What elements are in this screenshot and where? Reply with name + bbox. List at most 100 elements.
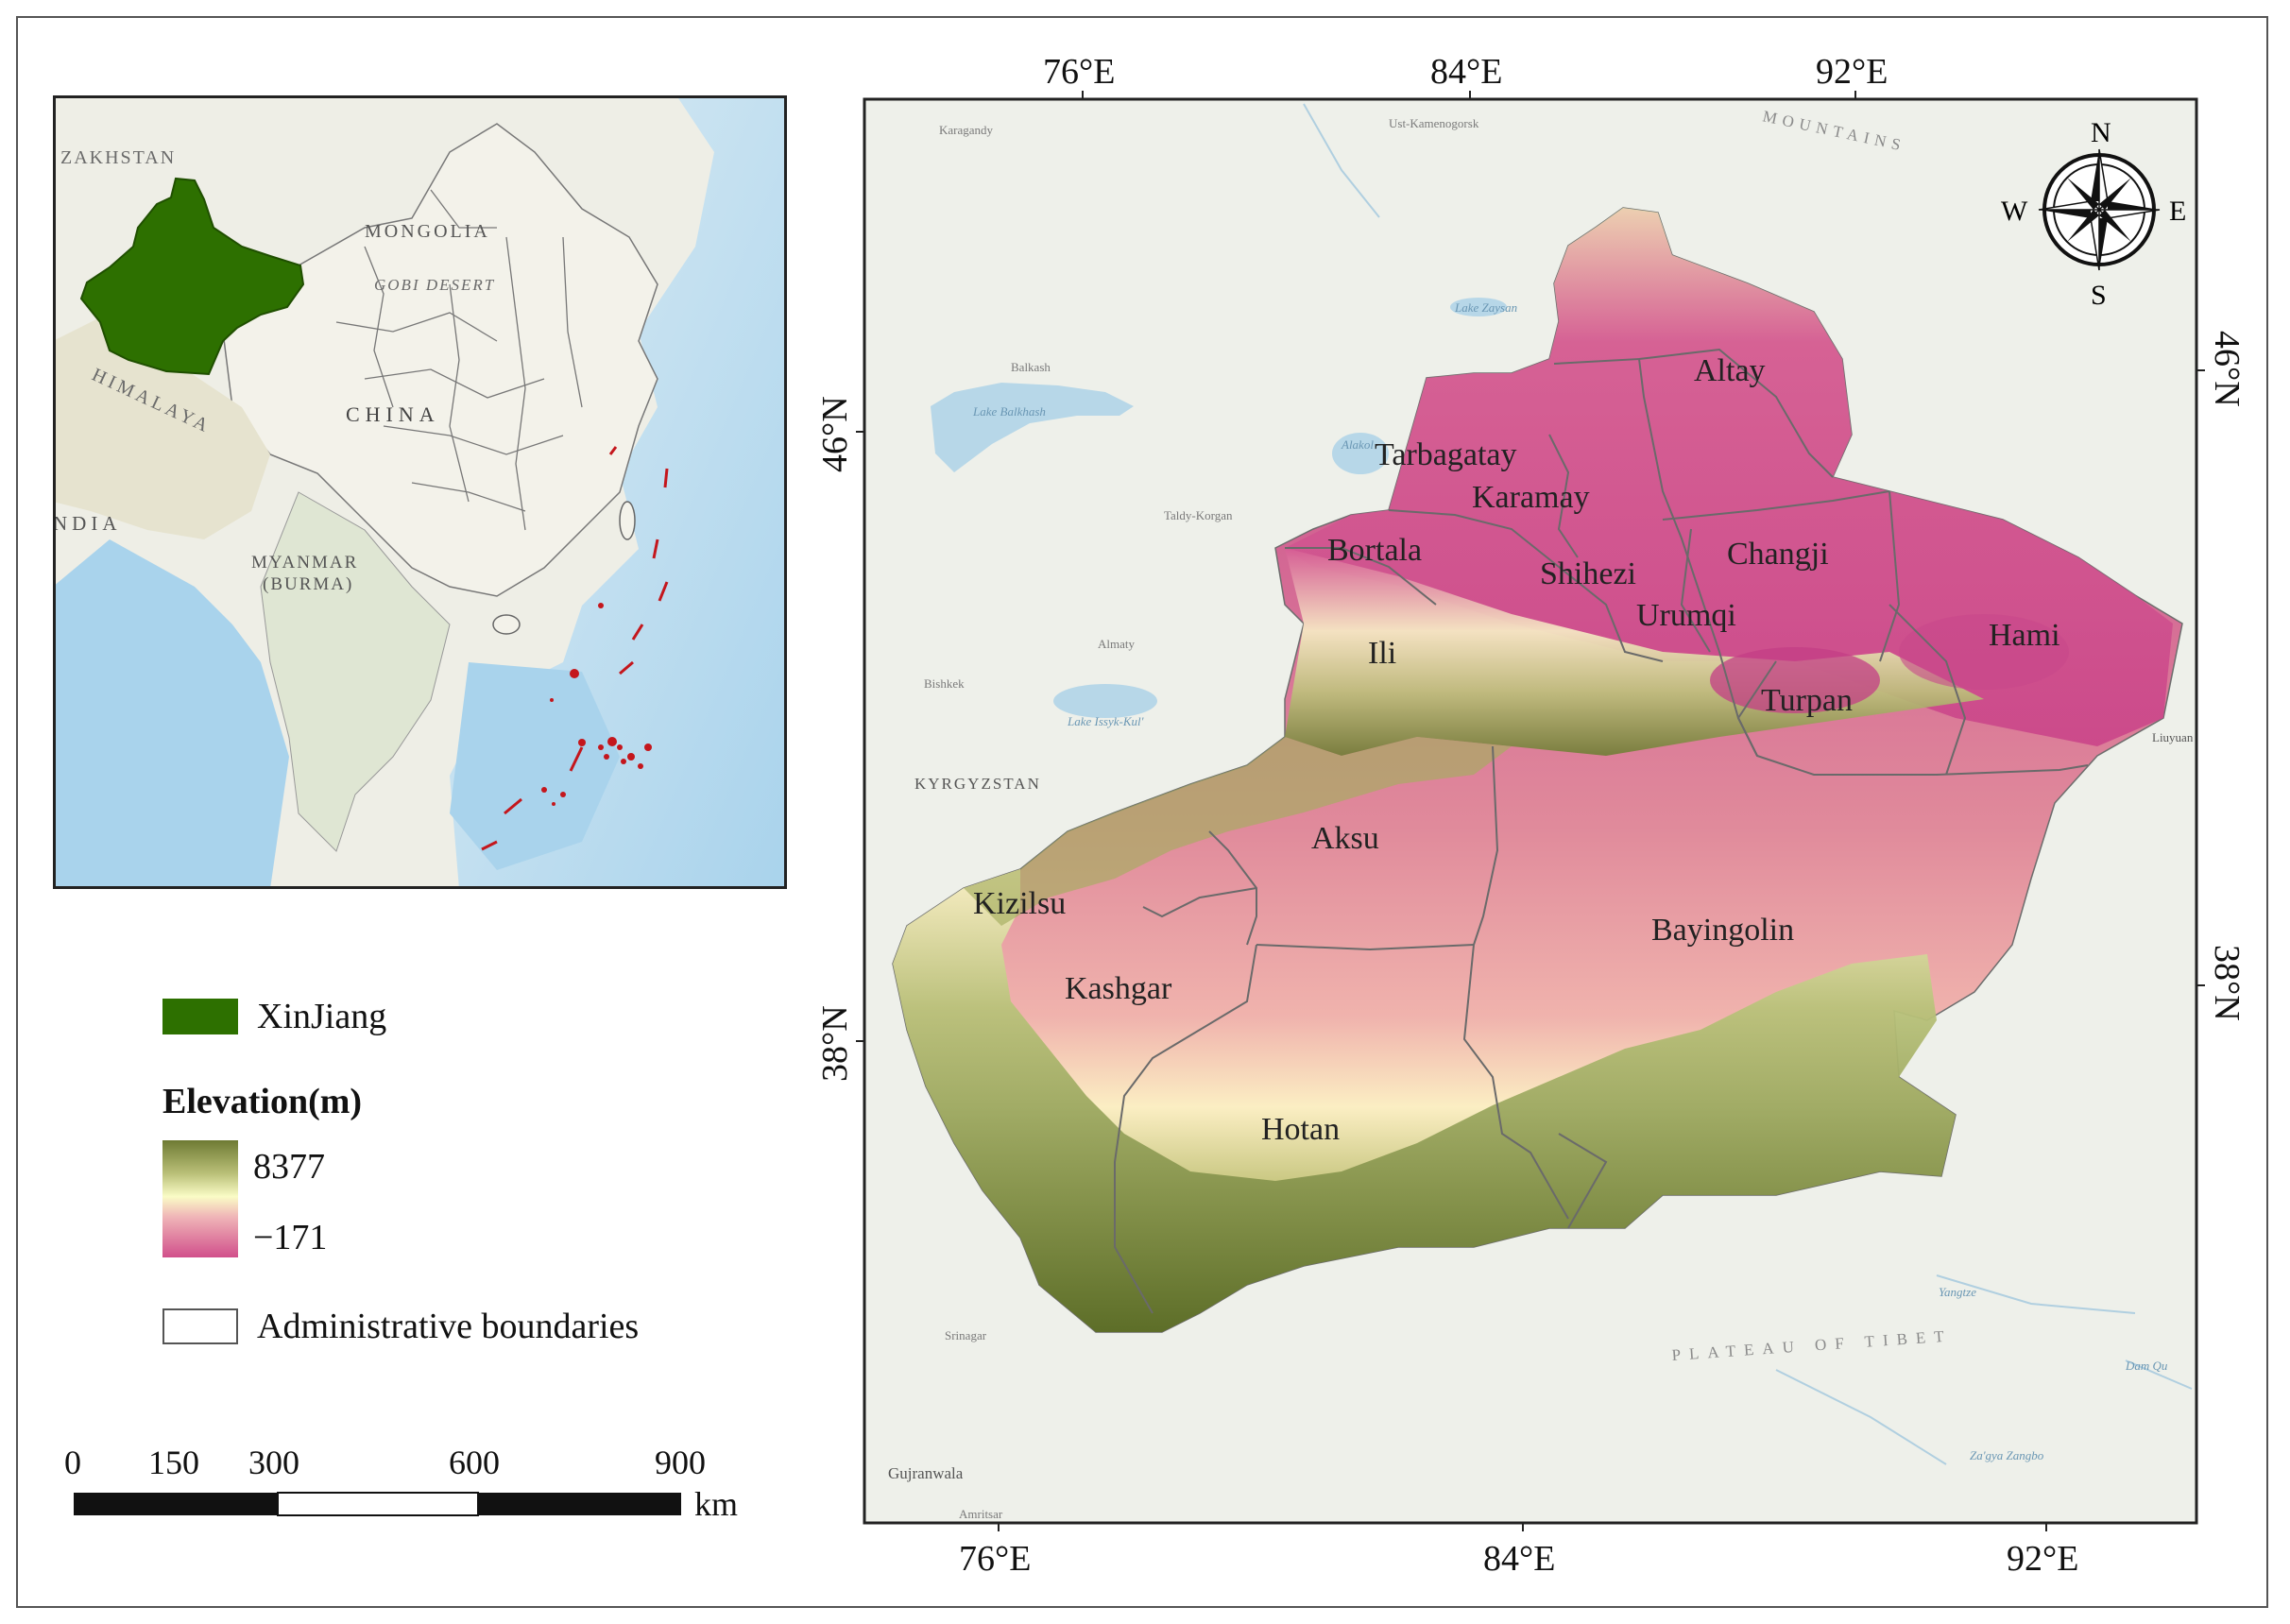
compass-e: E	[2169, 196, 2186, 227]
kunlun-mountain-band	[893, 869, 1956, 1332]
inset-hainan	[492, 614, 521, 635]
region-label-altay: Altay	[1694, 353, 1766, 388]
basemap-rivers	[1303, 103, 2193, 1465]
label-dam-qu: Dam Qu	[2125, 1359, 2168, 1373]
scale-bar	[74, 1492, 681, 1516]
graticule-ticks	[856, 91, 2205, 1531]
compass-s: S	[2091, 280, 2107, 311]
inset-label-burma: (BURMA)	[263, 574, 353, 594]
region-label-karamay: Karamay	[1472, 480, 1590, 515]
region-label-urumqi: Urumqi	[1636, 598, 1736, 633]
label-amritsar: Amritsar	[959, 1507, 1003, 1521]
hami-basin	[1899, 614, 2069, 690]
inset-bay-of-bengal	[53, 539, 289, 889]
compass-w: W	[2001, 196, 2028, 227]
legend-admin-label: Administrative boundaries	[257, 1307, 640, 1346]
region-labels: Altay Tarbagatay Karamay Bortala Shihezi…	[973, 353, 2060, 1147]
scale-tick-150: 150	[148, 1444, 199, 1481]
inset-island-markers	[481, 446, 669, 851]
legend-admin: Administrative boundaries	[162, 1306, 639, 1347]
label-srinagar: Srinagar	[945, 1328, 987, 1342]
region-label-turpan: Turpan	[1761, 683, 1853, 718]
scale-seg-2	[277, 1492, 479, 1516]
region-label-ili: Ili	[1368, 636, 1396, 671]
region-label-tarbagatay: Tarbagatay	[1375, 437, 1517, 472]
label-issyk: Lake Issyk-Kul'	[1067, 714, 1144, 728]
scale-unit: km	[694, 1485, 739, 1523]
left-tick-38n: 38°N	[815, 1005, 855, 1082]
left-tick-46n: 46°N	[815, 396, 855, 472]
legend-elev-min: −171	[253, 1218, 328, 1257]
region-label-aksu: Aksu	[1311, 821, 1379, 856]
bottom-tick-76e: 76°E	[959, 1539, 1031, 1579]
scale-tick-0: 0	[64, 1444, 81, 1481]
label-karagandy: Karagandy	[939, 123, 994, 137]
label-kyrgyzstan: KYRGYZSTAN	[914, 775, 1041, 793]
region-label-hotan: Hotan	[1261, 1112, 1340, 1147]
label-kamenogorsk: Ust-Kamenogorsk	[1389, 116, 1479, 130]
inset-label-india: NDIA	[53, 512, 122, 535]
label-gujranwala: Gujranwala	[888, 1464, 964, 1482]
label-alakol: Alakol	[1341, 437, 1374, 452]
label-yangtze: Yangtze	[1939, 1285, 1976, 1299]
top-tick-76e: 76°E	[1043, 52, 1115, 92]
legend-elevation-ramp	[162, 1140, 238, 1257]
scale-tick-300: 300	[248, 1444, 299, 1481]
legend-elevation-title: Elevation(m)	[162, 1082, 363, 1121]
inset-taiwan	[619, 501, 636, 540]
legend-xinjiang: XinJiang	[162, 996, 386, 1037]
top-tick-92e: 92°E	[1816, 52, 1888, 92]
region-label-hami: Hami	[1989, 618, 2060, 653]
bottom-tick-92e: 92°E	[2007, 1539, 2078, 1579]
inset-mainland-china	[222, 123, 658, 597]
lake-zaysan	[1450, 298, 1507, 316]
legend-elev-max: 8377	[253, 1147, 325, 1187]
inset-se-asia-land	[260, 491, 451, 852]
label-bishkek: Bishkek	[924, 676, 965, 691]
region-label-bortala: Bortala	[1327, 533, 1422, 568]
label-liuyuan: Liuyuan	[2152, 730, 2194, 744]
inset-map: ZAKHSTAN MONGOLIA GOBI DESERT CHINA HIMA…	[53, 95, 787, 889]
inset-south-china-sea	[450, 662, 620, 870]
legend-admin-swatch	[162, 1308, 238, 1344]
label-balkash: Balkash	[1011, 360, 1051, 374]
lake-issyk-kul	[1053, 684, 1157, 718]
legend-xinjiang-swatch	[162, 999, 238, 1034]
scale-tick-900: 900	[655, 1444, 706, 1481]
lake-alakol	[1332, 433, 1389, 474]
main-map-border	[863, 97, 2198, 1525]
compass-points	[2038, 148, 2161, 271]
inset-province-lines	[335, 189, 583, 531]
legend-xinjiang-label: XinJiang	[257, 997, 387, 1036]
label-taldy: Taldy-Korgan	[1164, 508, 1233, 522]
label-almaty: Almaty	[1098, 637, 1135, 651]
scale-seg-1	[74, 1493, 278, 1515]
right-tick-46n: 46°N	[2207, 331, 2247, 407]
label-lake-zaysan: Lake Zaysan	[1454, 300, 1517, 315]
label-zaya: Za'gya Zangbo	[1970, 1448, 2044, 1462]
inset-xinjiang-region	[79, 177, 305, 376]
inset-india-land	[53, 313, 270, 539]
region-label-changji: Changji	[1727, 537, 1829, 572]
inset-island-clusters	[541, 603, 652, 806]
compass-rose: N S E W	[2001, 117, 2186, 311]
inset-label-myanmar: MYANMAR	[251, 553, 358, 573]
scale-seg-3	[478, 1493, 681, 1515]
lake-balkhash	[931, 383, 1134, 472]
bottom-tick-84e: 84°E	[1483, 1539, 1555, 1579]
compass-n: N	[2091, 117, 2111, 148]
region-label-kashgar: Kashgar	[1065, 971, 1172, 1006]
southern-tianshan-band	[964, 737, 1512, 926]
top-tick-84e: 84°E	[1430, 52, 1502, 92]
right-tick-38n: 38°N	[2207, 945, 2247, 1021]
northern-basin-shading	[1285, 208, 2173, 746]
figure-frame	[16, 16, 2268, 1608]
inset-label-china: CHINA	[346, 402, 440, 426]
region-label-shihezi: Shihezi	[1540, 556, 1636, 591]
inset-border	[53, 95, 787, 889]
scale-tick-600: 600	[449, 1444, 500, 1481]
label-lake-balkhash: Lake Balkhash	[972, 404, 1046, 419]
inset-label-kazakhstan: ZAKHSTAN	[60, 147, 176, 168]
region-label-kizilsu: Kizilsu	[973, 886, 1066, 921]
